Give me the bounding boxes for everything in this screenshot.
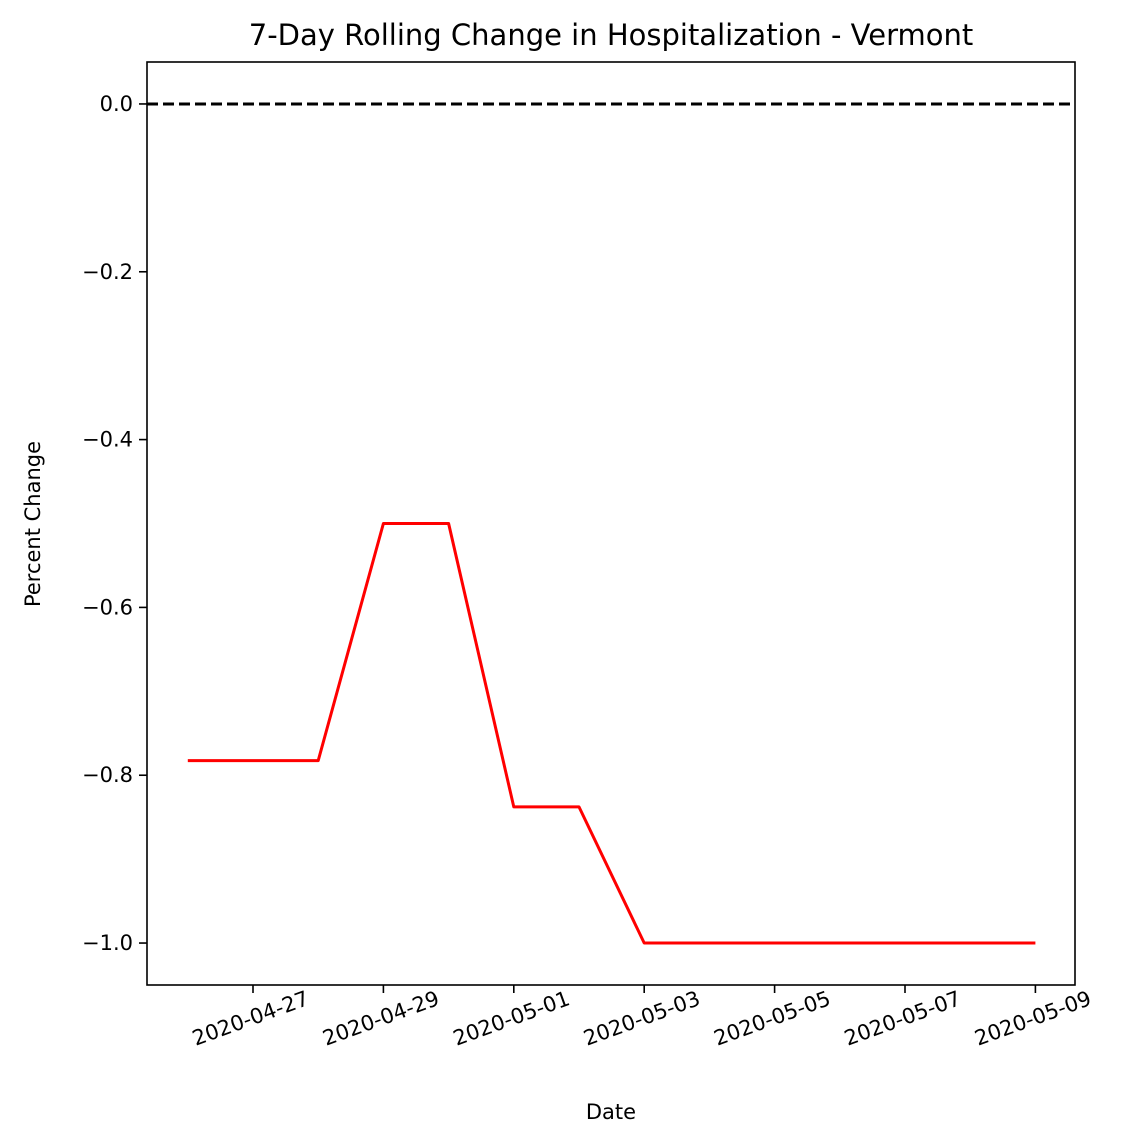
x-tick-label: 2020-04-29 [320, 986, 443, 1050]
x-tick-label: 2020-05-03 [580, 986, 703, 1050]
chart-title: 7-Day Rolling Change in Hospitalization … [249, 18, 973, 52]
y-tick-label: −1.0 [82, 931, 133, 955]
x-tick-label: 2020-05-01 [450, 986, 573, 1050]
x-tick-label: 2020-05-07 [841, 986, 964, 1050]
axes-frame [146, 61, 1076, 986]
y-tick-label: −0.6 [82, 595, 133, 619]
x-tick-label: 2020-05-05 [711, 986, 834, 1050]
x-axis: 2020-04-27 2020-04-29 2020-05-01 2020-05-03… [189, 985, 1094, 1051]
series-line [187, 522, 1036, 945]
y-axis: 0.0 −0.2 −0.4 −0.6 −0.8 −1.0 [82, 92, 147, 955]
x-axis-label: Date [586, 1100, 636, 1124]
x-tick-label: 2020-04-27 [189, 986, 312, 1050]
y-tick-label: 0.0 [100, 92, 133, 116]
y-tick-label: −0.4 [82, 428, 133, 452]
x-tick-label: 2020-05-09 [972, 986, 1095, 1050]
plot-area [147, 102, 1075, 945]
y-tick-label: −0.2 [82, 260, 133, 284]
y-tick-label: −0.8 [82, 763, 133, 787]
y-axis-label: Percent Change [21, 441, 45, 607]
